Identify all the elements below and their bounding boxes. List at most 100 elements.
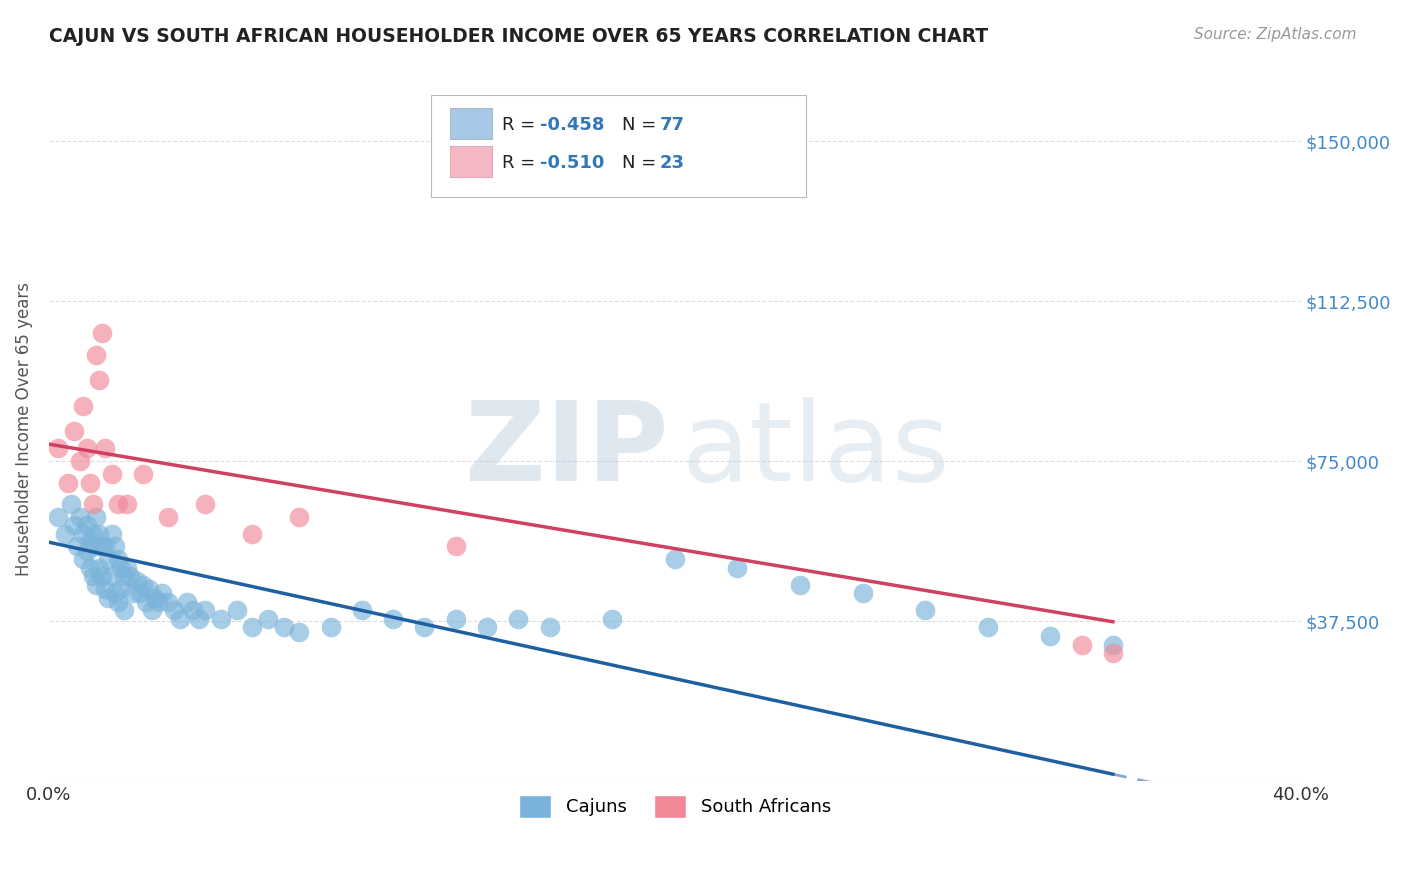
Point xyxy=(273,620,295,634)
Point xyxy=(1102,638,1125,652)
Point xyxy=(91,569,114,583)
Text: atlas: atlas xyxy=(681,397,949,504)
Point xyxy=(84,348,107,362)
Point xyxy=(79,475,101,490)
Point xyxy=(125,574,148,588)
FancyBboxPatch shape xyxy=(450,108,492,138)
Point xyxy=(156,595,179,609)
Legend: Cajuns, South Africans: Cajuns, South Africans xyxy=(512,789,838,825)
Point xyxy=(145,591,167,605)
Point xyxy=(181,603,204,617)
Point xyxy=(63,425,86,439)
Point xyxy=(240,620,263,634)
Point xyxy=(1039,629,1062,643)
Point xyxy=(100,467,122,481)
FancyBboxPatch shape xyxy=(450,146,492,178)
Point xyxy=(138,582,160,596)
Point xyxy=(48,442,70,456)
Point xyxy=(69,509,91,524)
Point xyxy=(79,535,101,549)
Point xyxy=(94,442,117,456)
Point xyxy=(288,624,311,639)
Point xyxy=(63,518,86,533)
Point xyxy=(76,543,98,558)
Point xyxy=(664,552,686,566)
Point xyxy=(194,497,217,511)
Point xyxy=(1070,638,1092,652)
Point xyxy=(84,540,107,554)
Point xyxy=(110,582,132,596)
Point xyxy=(69,454,91,468)
Point xyxy=(66,540,89,554)
Point xyxy=(444,612,467,626)
Point xyxy=(115,561,138,575)
Point xyxy=(132,578,155,592)
FancyBboxPatch shape xyxy=(430,95,806,197)
Text: Source: ZipAtlas.com: Source: ZipAtlas.com xyxy=(1194,27,1357,42)
Point xyxy=(150,586,173,600)
Text: N =: N = xyxy=(623,116,662,134)
Point xyxy=(319,620,342,634)
Text: CAJUN VS SOUTH AFRICAN HOUSEHOLDER INCOME OVER 65 YEARS CORRELATION CHART: CAJUN VS SOUTH AFRICAN HOUSEHOLDER INCOM… xyxy=(49,27,988,45)
Point xyxy=(91,326,114,341)
Point xyxy=(72,526,94,541)
Point xyxy=(107,497,129,511)
Point xyxy=(288,509,311,524)
Point xyxy=(169,612,191,626)
Point xyxy=(128,586,150,600)
Point xyxy=(84,509,107,524)
Point xyxy=(725,561,748,575)
Text: N =: N = xyxy=(623,154,662,172)
Point xyxy=(115,497,138,511)
Point xyxy=(225,603,247,617)
Point xyxy=(82,569,104,583)
Point xyxy=(209,612,232,626)
Text: 77: 77 xyxy=(659,116,685,134)
Point xyxy=(79,561,101,575)
Text: ZIP: ZIP xyxy=(465,397,668,504)
Point xyxy=(59,497,82,511)
Point xyxy=(94,582,117,596)
Point xyxy=(135,595,157,609)
Point xyxy=(122,586,145,600)
Point xyxy=(87,526,110,541)
Point xyxy=(104,540,127,554)
Point xyxy=(87,373,110,387)
Point xyxy=(104,586,127,600)
Point xyxy=(257,612,280,626)
Point xyxy=(141,603,163,617)
Point xyxy=(107,552,129,566)
Point xyxy=(112,569,135,583)
Point xyxy=(91,540,114,554)
Point xyxy=(110,561,132,575)
Point xyxy=(350,603,373,617)
Text: -0.458: -0.458 xyxy=(540,116,605,134)
Point xyxy=(176,595,198,609)
Point xyxy=(82,497,104,511)
Point xyxy=(82,526,104,541)
Y-axis label: Householder Income Over 65 years: Householder Income Over 65 years xyxy=(15,282,32,576)
Text: -0.510: -0.510 xyxy=(540,154,605,172)
Point xyxy=(120,569,142,583)
Point xyxy=(977,620,1000,634)
Point xyxy=(240,526,263,541)
Point xyxy=(194,603,217,617)
Point xyxy=(94,540,117,554)
Point xyxy=(107,595,129,609)
Point xyxy=(87,561,110,575)
Point xyxy=(76,442,98,456)
Point xyxy=(600,612,623,626)
Point xyxy=(97,552,120,566)
Point xyxy=(148,595,170,609)
Point xyxy=(789,578,811,592)
Point xyxy=(475,620,498,634)
Point xyxy=(382,612,405,626)
Point xyxy=(72,399,94,413)
Point xyxy=(163,603,186,617)
Point xyxy=(72,552,94,566)
Point xyxy=(53,526,76,541)
Point xyxy=(538,620,561,634)
Point xyxy=(56,475,79,490)
Point xyxy=(914,603,936,617)
Point xyxy=(97,591,120,605)
